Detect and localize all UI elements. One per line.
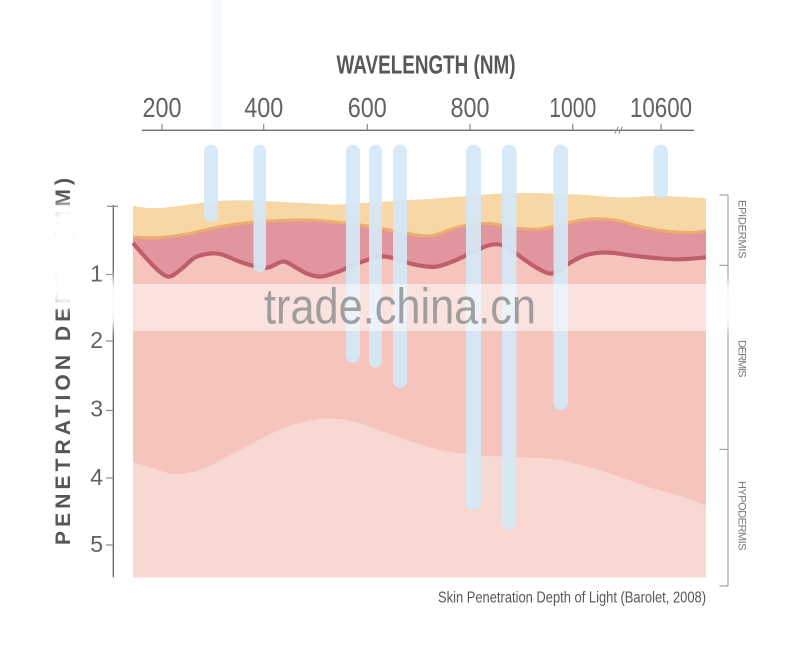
svg-text:5: 5 [90,531,103,557]
svg-text:WAVELENGTH (NM): WAVELENGTH (NM) [337,50,516,80]
svg-text:EPIDERMIS: EPIDERMIS [736,200,748,259]
svg-text:800: 800 [451,92,490,123]
svg-text:200: 200 [143,92,182,123]
svg-text:Skin Penetration Depth of Ligh: Skin Penetration Depth of Light (Barolet… [438,590,706,607]
svg-text:HYPODERMIS: HYPODERMIS [736,481,748,551]
svg-text:3: 3 [90,396,103,422]
svg-text:400: 400 [244,92,283,123]
svg-text:10600: 10600 [630,92,692,123]
svg-text:1000: 1000 [549,92,596,123]
svg-text:1: 1 [90,261,103,287]
svg-text:2: 2 [90,327,103,353]
svg-text:trade.china.cn: trade.china.cn [264,279,536,335]
svg-text:4: 4 [90,464,103,490]
svg-text:DERMIS: DERMIS [736,340,748,378]
svg-text:600: 600 [348,92,387,123]
